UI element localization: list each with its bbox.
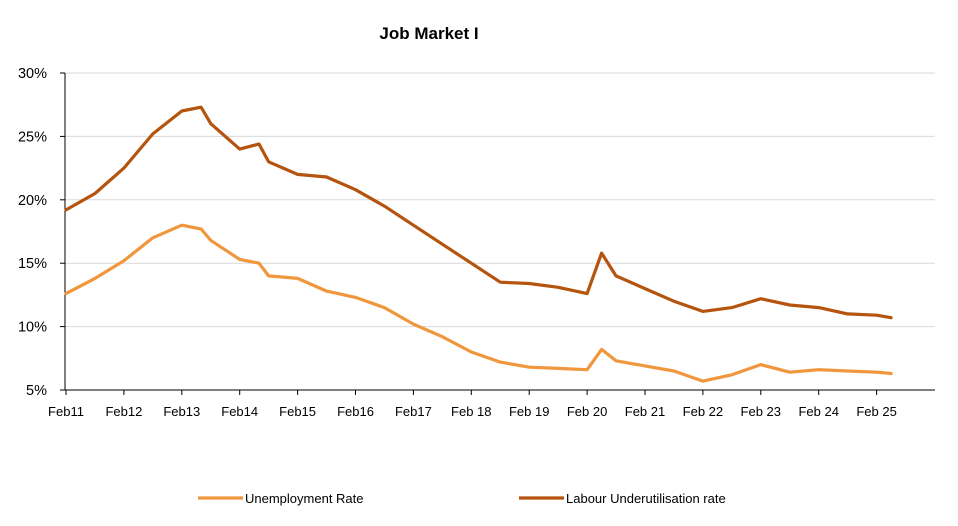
x-tick-label: Feb11 [48, 404, 84, 419]
x-tick-label: Feb16 [337, 404, 374, 419]
y-tick-label: 25% [18, 129, 47, 145]
y-tick-label: 20% [18, 193, 47, 209]
y-tick-label: 15% [18, 256, 47, 272]
x-tick-label: Feb 24 [798, 404, 838, 419]
x-tick-label: Feb12 [105, 404, 142, 419]
y-tick-label: 5% [26, 383, 47, 399]
x-tick-label: Feb 25 [856, 404, 896, 419]
legend-label: Labour Underutilisation rate [566, 491, 726, 506]
x-tick-label: Feb13 [163, 404, 200, 419]
y-tick-label: 10% [18, 320, 47, 336]
x-tick-label: Feb 22 [683, 404, 723, 419]
series-lines [64, 105, 893, 383]
series-line-1 [64, 223, 893, 383]
legend: Unemployment Rate Labour Underutilisation… [198, 491, 726, 506]
x-tick-label: Feb 23 [741, 404, 781, 419]
grid-lines [65, 72, 935, 328]
x-axis-ticks: Feb11 Feb12 Feb13 Feb14 Feb15 Feb16 Feb17 Feb 1… [48, 390, 897, 419]
x-tick-label: Feb 20 [567, 404, 607, 419]
x-tick-label: Feb14 [221, 404, 258, 419]
y-axis-ticks: 5% 10% 15% 20% 25% 30% [18, 66, 65, 399]
x-tick-label: Feb 18 [451, 404, 491, 419]
y-tick-label: 30% [18, 66, 47, 82]
chart-title: Job Market I [379, 24, 478, 43]
x-tick-label: Feb17 [395, 404, 432, 419]
x-tick-label: Feb 19 [509, 404, 549, 419]
x-tick-label: Feb 21 [625, 404, 665, 419]
x-tick-label: Feb15 [279, 404, 316, 419]
legend-label: Unemployment Rate [245, 491, 364, 506]
series-line-2 [64, 105, 893, 320]
axes [64, 73, 935, 391]
